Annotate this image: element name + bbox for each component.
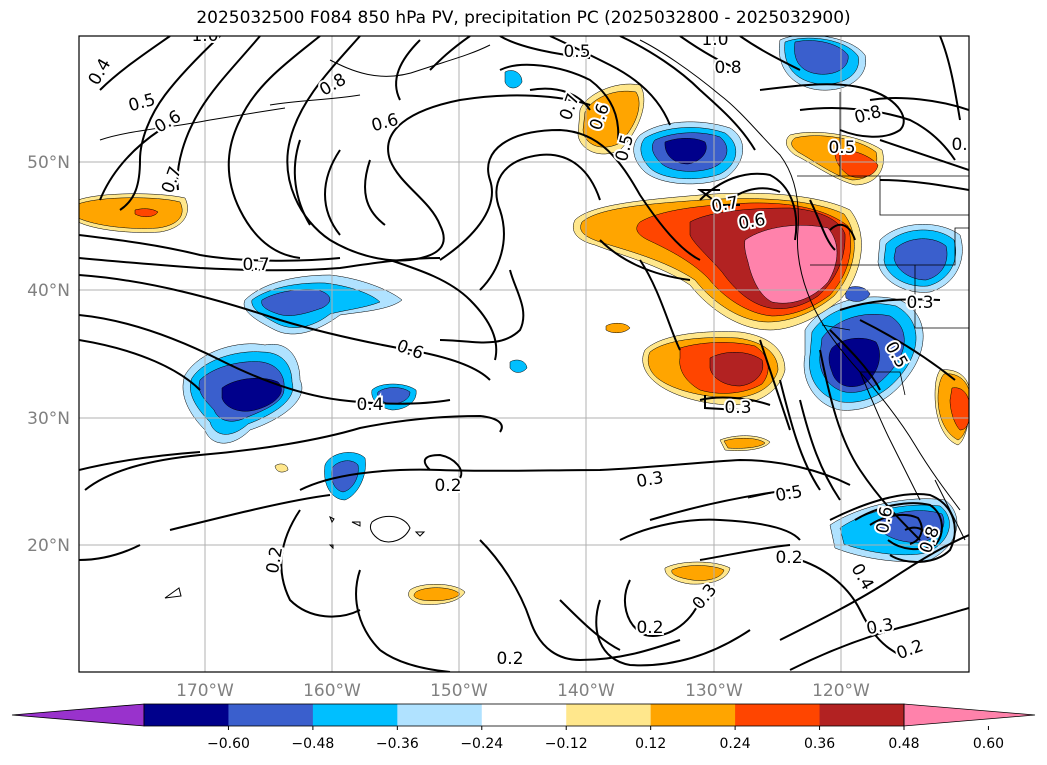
pv-contour-label: 0.2 (636, 618, 663, 638)
lon-label-140w: 140°W (557, 681, 615, 701)
pv-contour-label: 0.2 (434, 476, 461, 496)
colorbar-segment (397, 704, 483, 726)
colorbar-ticks: −0.60 −0.48 −0.36 −0.24 −0.12 0.12 0.24 0.36 0.4… (207, 726, 1004, 752)
colorbar-extend-low (11, 703, 145, 727)
lat-axis: 50°N 40°N 30°N 20°N (27, 153, 70, 556)
lon-label-130w: 130°W (685, 681, 743, 701)
precip-fills (79, 36, 969, 605)
pv-contour-label: 0.5 (828, 138, 855, 158)
precip-negative-areas (182, 36, 963, 562)
colorbar-segment (144, 704, 229, 726)
lat-label-30n: 30°N (27, 409, 70, 429)
lat-label-20n: 20°N (27, 536, 70, 556)
colorbar-tick-label: 0.24 (720, 736, 751, 752)
islands (164, 491, 777, 599)
pv-contour-label: 0.4 (356, 395, 383, 415)
colorbar-tick-label: 0.60 (973, 736, 1004, 752)
pv-contour-label: 0.5 (563, 42, 590, 62)
precip-positive-areas (79, 83, 969, 605)
map-title: 2025032500 F084 850 hPa PV, precipitatio… (196, 8, 851, 28)
colorbar-tick-label: −0.48 (291, 736, 334, 752)
lon-label-160w: 160°W (303, 681, 361, 701)
pv-contour-label: 0.1 (951, 135, 978, 155)
colorbar-tick-label: −0.60 (207, 736, 250, 752)
pv-contour-label: 0.2 (263, 545, 287, 575)
lat-label-40n: 40°N (27, 281, 70, 301)
colorbar-segment (650, 704, 736, 726)
colorbar-tick-label: 0.48 (888, 736, 919, 752)
colorbar-segments (11, 703, 1036, 727)
colorbar-frame (143, 703, 905, 727)
map-frame (78, 35, 970, 673)
borders (797, 92, 969, 396)
pv-contour-label: 0.8 (714, 58, 741, 78)
lon-label-120w: 120°W (812, 681, 870, 701)
colorbar-tick-label: −0.24 (460, 736, 503, 752)
pv-contour-label: 0.7 (242, 255, 269, 275)
lat-label-50n: 50°N (27, 153, 70, 173)
colorbar-tick-label: −0.12 (545, 736, 588, 752)
colorbar-tick-label: 0.36 (804, 736, 835, 752)
pv-contour-label: 1.0 (191, 26, 218, 46)
pv-contour-label: 0.3 (724, 398, 751, 418)
colorbar-segment (735, 704, 821, 726)
gridlines (79, 36, 969, 672)
pv-contour-label: 1.0 (701, 30, 728, 50)
coastlines (99, 39, 966, 541)
colorbar-segment (312, 704, 398, 726)
pv-contour-label: 0.3 (906, 293, 933, 313)
lon-label-150w: 150°W (430, 681, 488, 701)
lon-label-170w: 170°W (176, 681, 234, 701)
colorbar-segment (228, 704, 314, 726)
pv-contours (79, 36, 969, 672)
colorbar-tick-label: −0.36 (376, 736, 419, 752)
colorbar-segment (566, 704, 652, 726)
pv-contour-label: 0.2 (775, 548, 802, 568)
map-area: 0.40.50.60.71.00.80.6 0.7 0.60.50.51.00.80… (79, 26, 978, 672)
colorbar-extend-high (903, 703, 1036, 727)
lon-axis: 170°W 160°W 150°W 140°W 130°W 120°W (176, 681, 870, 701)
colorbar-segment (819, 704, 905, 726)
pv-contour-label: 0.2 (496, 649, 523, 669)
colorbar: −0.60 −0.48 −0.36 −0.24 −0.12 0.12 0.24 0.36 0.4… (11, 703, 1036, 752)
colorbar-segment (481, 704, 567, 726)
colorbar-tick-label: 0.12 (635, 736, 666, 752)
